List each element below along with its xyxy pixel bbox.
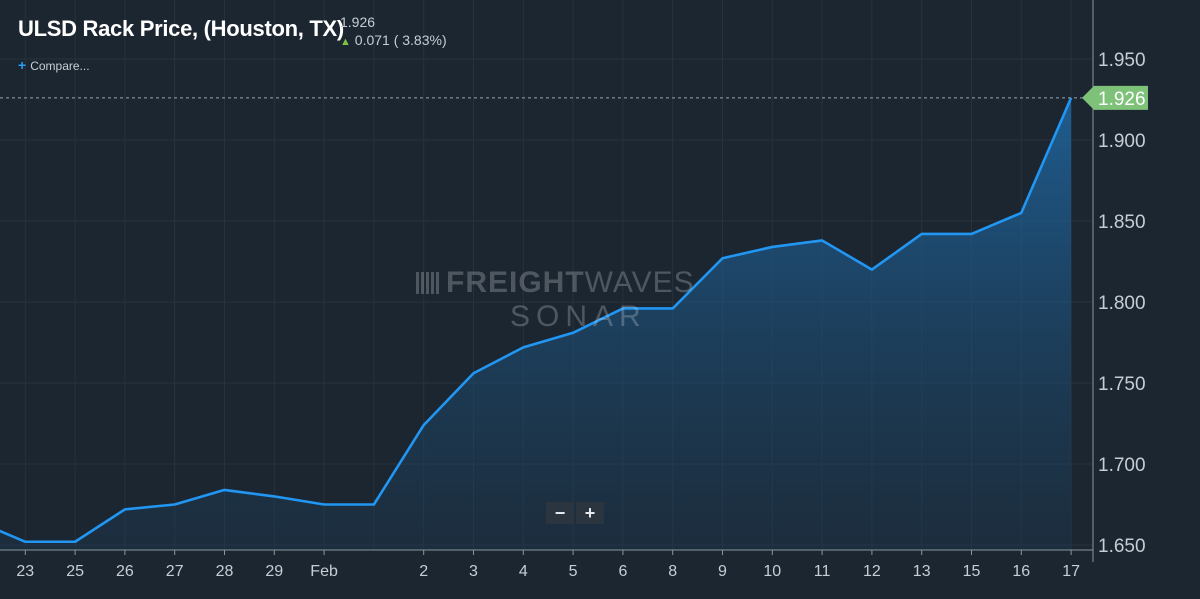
x-tick-label: 17 bbox=[1062, 563, 1080, 580]
y-tick-label: 1.950 bbox=[1098, 50, 1146, 71]
last-value: 1.926 bbox=[340, 14, 376, 30]
x-tick-label: 29 bbox=[265, 563, 283, 580]
watermark-brand: FREIGHTWAVES bbox=[446, 266, 695, 300]
x-tick-label: 2 bbox=[419, 563, 428, 580]
y-tick-label: 1.800 bbox=[1098, 293, 1146, 314]
zoom-out-button[interactable]: − bbox=[546, 502, 574, 524]
x-tick-label: 27 bbox=[166, 563, 184, 580]
x-tick-label: 12 bbox=[863, 563, 881, 580]
x-tick-label: 16 bbox=[1012, 563, 1030, 580]
x-tick-label: 13 bbox=[913, 563, 931, 580]
x-tick-label: 9 bbox=[718, 563, 727, 580]
x-tick-label: 11 bbox=[814, 563, 831, 580]
price-area bbox=[0, 97, 1072, 550]
price-change: ▲ 0.071 ( 3.83%) bbox=[340, 32, 447, 48]
price-line bbox=[0, 97, 1073, 544]
x-tick-label: 15 bbox=[963, 563, 981, 580]
area-layer bbox=[0, 97, 1072, 550]
y-tick-label: 1.650 bbox=[1098, 536, 1146, 557]
watermark-product: SONAR bbox=[510, 300, 647, 333]
price-tag bbox=[1082, 85, 1148, 110]
y-tick-label: 1.700 bbox=[1098, 455, 1146, 476]
x-tick-label: 25 bbox=[66, 563, 84, 580]
zoom-controls: − + bbox=[546, 502, 604, 524]
x-tick-label: 28 bbox=[216, 563, 234, 580]
x-tick-label: 4 bbox=[519, 563, 528, 580]
change-text: 0.071 ( 3.83%) bbox=[354, 32, 447, 48]
compare-label: Compare... bbox=[30, 59, 90, 73]
x-tick-label: 23 bbox=[16, 563, 34, 580]
x-tick-label: Feb bbox=[310, 563, 338, 580]
x-tick-label: 26 bbox=[116, 563, 134, 580]
x-tick-label: 8 bbox=[668, 563, 677, 580]
watermark-brand-bold: FREIGHT bbox=[446, 266, 585, 299]
compare-button[interactable]: + Compare... bbox=[18, 57, 90, 73]
zoom-in-button[interactable]: + bbox=[576, 502, 604, 524]
x-tick-label: 10 bbox=[763, 563, 781, 580]
plus-icon: + bbox=[18, 57, 27, 73]
y-tick-label: 1.750 bbox=[1098, 374, 1146, 395]
x-tick-label: 6 bbox=[618, 563, 627, 580]
chart-title: ULSD Rack Price, (Houston, TX) bbox=[18, 16, 344, 41]
x-tick-label: 5 bbox=[569, 563, 578, 580]
x-tick-label: 3 bbox=[469, 563, 478, 580]
line-layer bbox=[0, 97, 1073, 544]
watermark-brand-light: WAVES bbox=[584, 266, 695, 299]
price-tag-label: 1.926 bbox=[1098, 89, 1146, 110]
y-tick-label: 1.850 bbox=[1098, 212, 1146, 233]
y-tick-label: 1.900 bbox=[1098, 131, 1146, 152]
up-arrow-icon: ▲ bbox=[340, 36, 351, 48]
freightwaves-logo-icon bbox=[416, 272, 439, 294]
